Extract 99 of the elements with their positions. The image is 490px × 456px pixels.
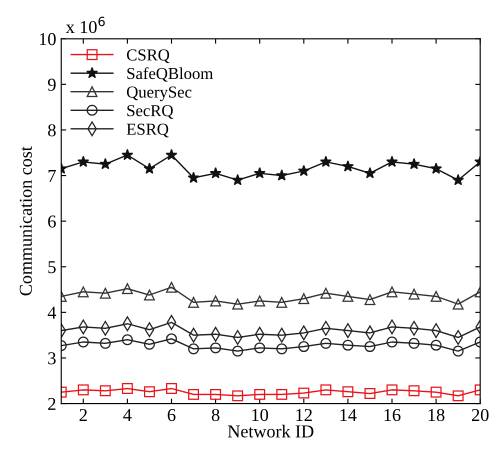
legend-label: CSRQ <box>126 49 170 64</box>
point <box>144 386 155 398</box>
point <box>100 385 111 396</box>
y-axis-title: Communication cost <box>20 146 32 296</box>
point <box>121 148 134 160</box>
point <box>166 333 177 344</box>
point <box>364 167 376 178</box>
point <box>210 388 222 400</box>
point <box>408 338 420 349</box>
point <box>320 288 332 299</box>
point <box>188 296 200 308</box>
y-tick-label: 9 <box>48 78 56 91</box>
point <box>78 286 89 298</box>
point <box>78 384 89 396</box>
point <box>188 388 200 400</box>
point <box>188 343 200 354</box>
x-tick-label: 18 <box>428 408 444 422</box>
point <box>276 343 288 354</box>
point <box>386 384 398 396</box>
point <box>232 298 244 310</box>
y-tick-label: 4 <box>48 306 56 319</box>
y-tick-label: 8 <box>48 124 56 136</box>
point <box>210 167 222 178</box>
x-tick-label: 8 <box>212 408 220 422</box>
point <box>298 341 310 352</box>
point <box>210 295 222 306</box>
point <box>166 383 177 394</box>
x-axis-title: Network ID <box>228 424 314 438</box>
point <box>276 169 288 181</box>
x-tick-label: 14 <box>340 409 357 421</box>
legend-label: QuerySec <box>126 86 192 102</box>
point <box>320 384 332 396</box>
point <box>452 298 464 310</box>
y-tick-label: 6 <box>48 215 56 228</box>
point <box>166 282 177 293</box>
point <box>100 288 111 299</box>
point <box>430 162 442 174</box>
x-tick-label: 20 <box>472 408 489 422</box>
point <box>430 340 442 351</box>
point <box>342 386 354 398</box>
y-tick-label: 3 <box>48 352 56 364</box>
point <box>276 296 288 308</box>
point <box>342 340 354 351</box>
y-tick-label: 5 <box>48 261 56 274</box>
point <box>364 388 376 400</box>
y-tick-label: 7 <box>48 170 56 182</box>
point <box>144 162 156 174</box>
point <box>232 346 244 357</box>
point <box>188 172 200 183</box>
y-tick-label: 2 <box>48 398 56 410</box>
x-tick-label: 12 <box>296 408 312 421</box>
point <box>342 290 354 302</box>
point <box>254 342 266 354</box>
point <box>364 341 376 352</box>
legend-label: SecRQ <box>127 105 174 119</box>
point <box>364 294 376 306</box>
point <box>77 156 90 167</box>
point <box>210 342 222 354</box>
point <box>78 336 89 348</box>
text: x 10$^{6}$ <box>66 16 105 34</box>
point <box>452 390 464 402</box>
point <box>298 164 310 176</box>
legend-label: ESRQ <box>126 124 169 138</box>
point <box>452 346 464 357</box>
y-tick-label: 10 <box>40 33 56 46</box>
x-tick-label: 6 <box>168 408 176 422</box>
point <box>254 167 266 178</box>
point <box>320 156 332 167</box>
x-tick-label: 10 <box>252 408 268 422</box>
point <box>386 336 398 348</box>
point <box>122 383 133 394</box>
point <box>100 338 111 349</box>
point <box>408 288 420 300</box>
x-tick-label: 4 <box>123 409 132 421</box>
point <box>430 290 442 302</box>
point <box>408 158 420 170</box>
point <box>452 174 464 186</box>
point <box>232 174 244 186</box>
point <box>166 148 178 160</box>
point <box>254 295 266 306</box>
point <box>144 338 155 350</box>
point <box>144 290 155 301</box>
point <box>99 158 112 170</box>
x-tick-label: 16 <box>384 408 400 422</box>
legend-label: SafeQBloom <box>127 67 214 82</box>
x-tick-label: 2 <box>80 408 87 421</box>
point <box>254 388 266 400</box>
point <box>342 160 354 172</box>
point <box>408 385 420 396</box>
point <box>276 388 288 400</box>
point <box>320 338 332 349</box>
point <box>298 293 310 304</box>
point <box>298 388 310 399</box>
point <box>386 156 398 167</box>
point <box>430 386 442 398</box>
point <box>122 283 133 294</box>
point <box>232 390 244 402</box>
point <box>386 286 398 298</box>
point <box>122 334 133 346</box>
